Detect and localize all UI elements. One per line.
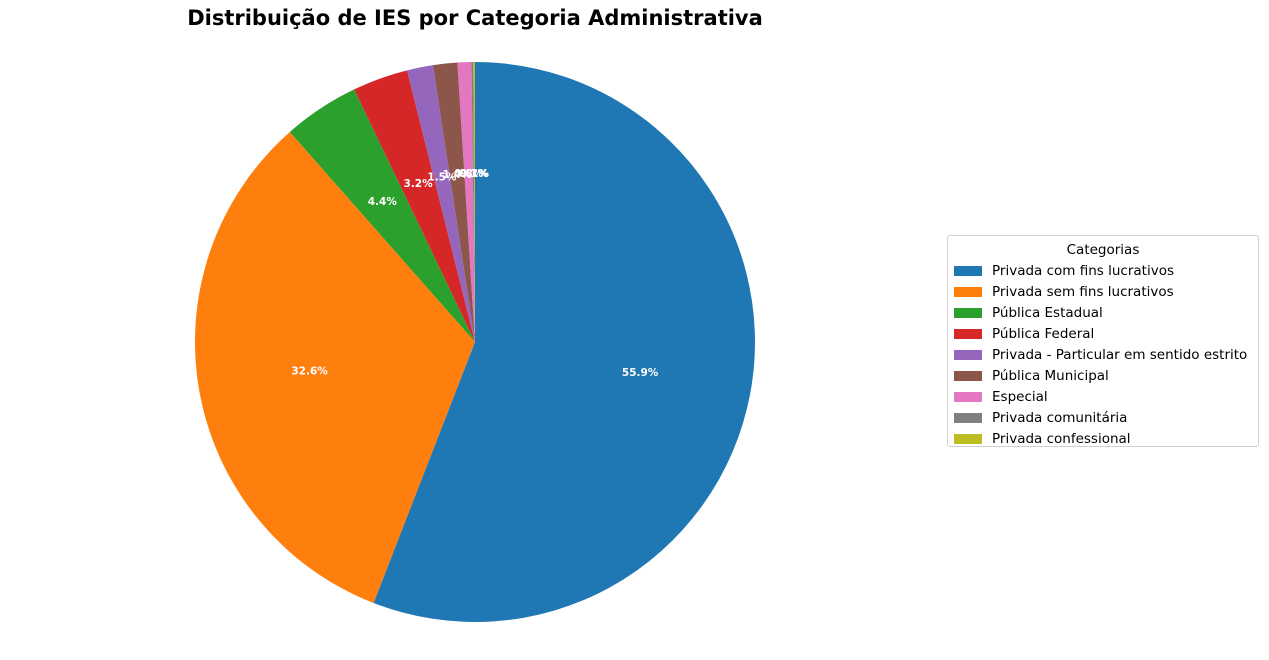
pie-chart: 55.9%32.6%4.4%3.2%1.5%1.4%0.8%0.1%0.1% [194,62,755,622]
pie-slice-3 [354,70,475,342]
legend-swatch [954,328,982,339]
legend-title: Categorias [1066,242,1140,258]
legend-swatch [954,412,982,423]
slice-label-6: 0.8% [454,168,484,180]
legend-item-7: Privada comunitária [948,407,1258,428]
slice-label-7: 0.1% [459,168,489,180]
legend-swatch [954,349,982,360]
pie-slice-7 [471,62,475,343]
legend-label: Pública Federal [992,325,1095,342]
slice-label-5: 1.4% [443,169,473,181]
pie-slice-6 [457,62,475,343]
slice-label-1: 32.6% [291,365,328,377]
slice-label-3: 3.2% [404,178,434,190]
slice-label-0: 55.9% [622,367,659,379]
legend-item-4: Privada - Particular em sentido estrito [948,344,1258,365]
legend-item-3: Pública Federal [948,323,1258,344]
slice-label-8: 0.1% [460,168,490,180]
legend-swatch [954,286,982,297]
legend-item-1: Privada sem fins lucrativos [948,281,1258,302]
pie-slice-0 [373,62,755,622]
legend-swatch [954,391,982,402]
legend-swatch [954,370,982,381]
pie-slice-2 [289,89,475,342]
legend-swatch [954,265,982,276]
legend-items: Privada com fins lucrativos Privada sem f… [948,260,1258,449]
legend-item-5: Pública Municipal [948,365,1258,386]
legend-item-8: Privada confessional [948,428,1258,449]
slice-label-4: 1.5% [427,171,457,183]
legend-item-2: Pública Estadual [948,302,1258,323]
legend-label: Privada - Particular em sentido estrito [992,346,1248,363]
legend-item-0: Privada com fins lucrativos [948,260,1258,281]
legend-label: Pública Municipal [992,367,1109,384]
legend-label: Pública Estadual [992,304,1103,321]
pie-slice-5 [432,62,475,342]
legend-label: Privada comunitária [992,409,1128,426]
chart-title: Distribuição de IES por Categoria Admini… [187,6,763,30]
legend-label: Privada sem fins lucrativos [992,283,1174,300]
legend-label: Especial [992,388,1048,405]
legend: Categorias Privada com fins lucrativos Pr… [947,235,1259,447]
pie-slice-1 [194,131,476,603]
pie-slice-8 [473,62,475,342]
legend-label: Privada confessional [992,430,1131,447]
legend-swatch [954,307,982,318]
legend-swatch [954,433,982,444]
legend-label: Privada com fins lucrativos [992,262,1174,279]
legend-item-6: Especial [948,386,1258,407]
slice-label-2: 4.4% [368,196,398,208]
pie-slice-4 [407,65,475,342]
